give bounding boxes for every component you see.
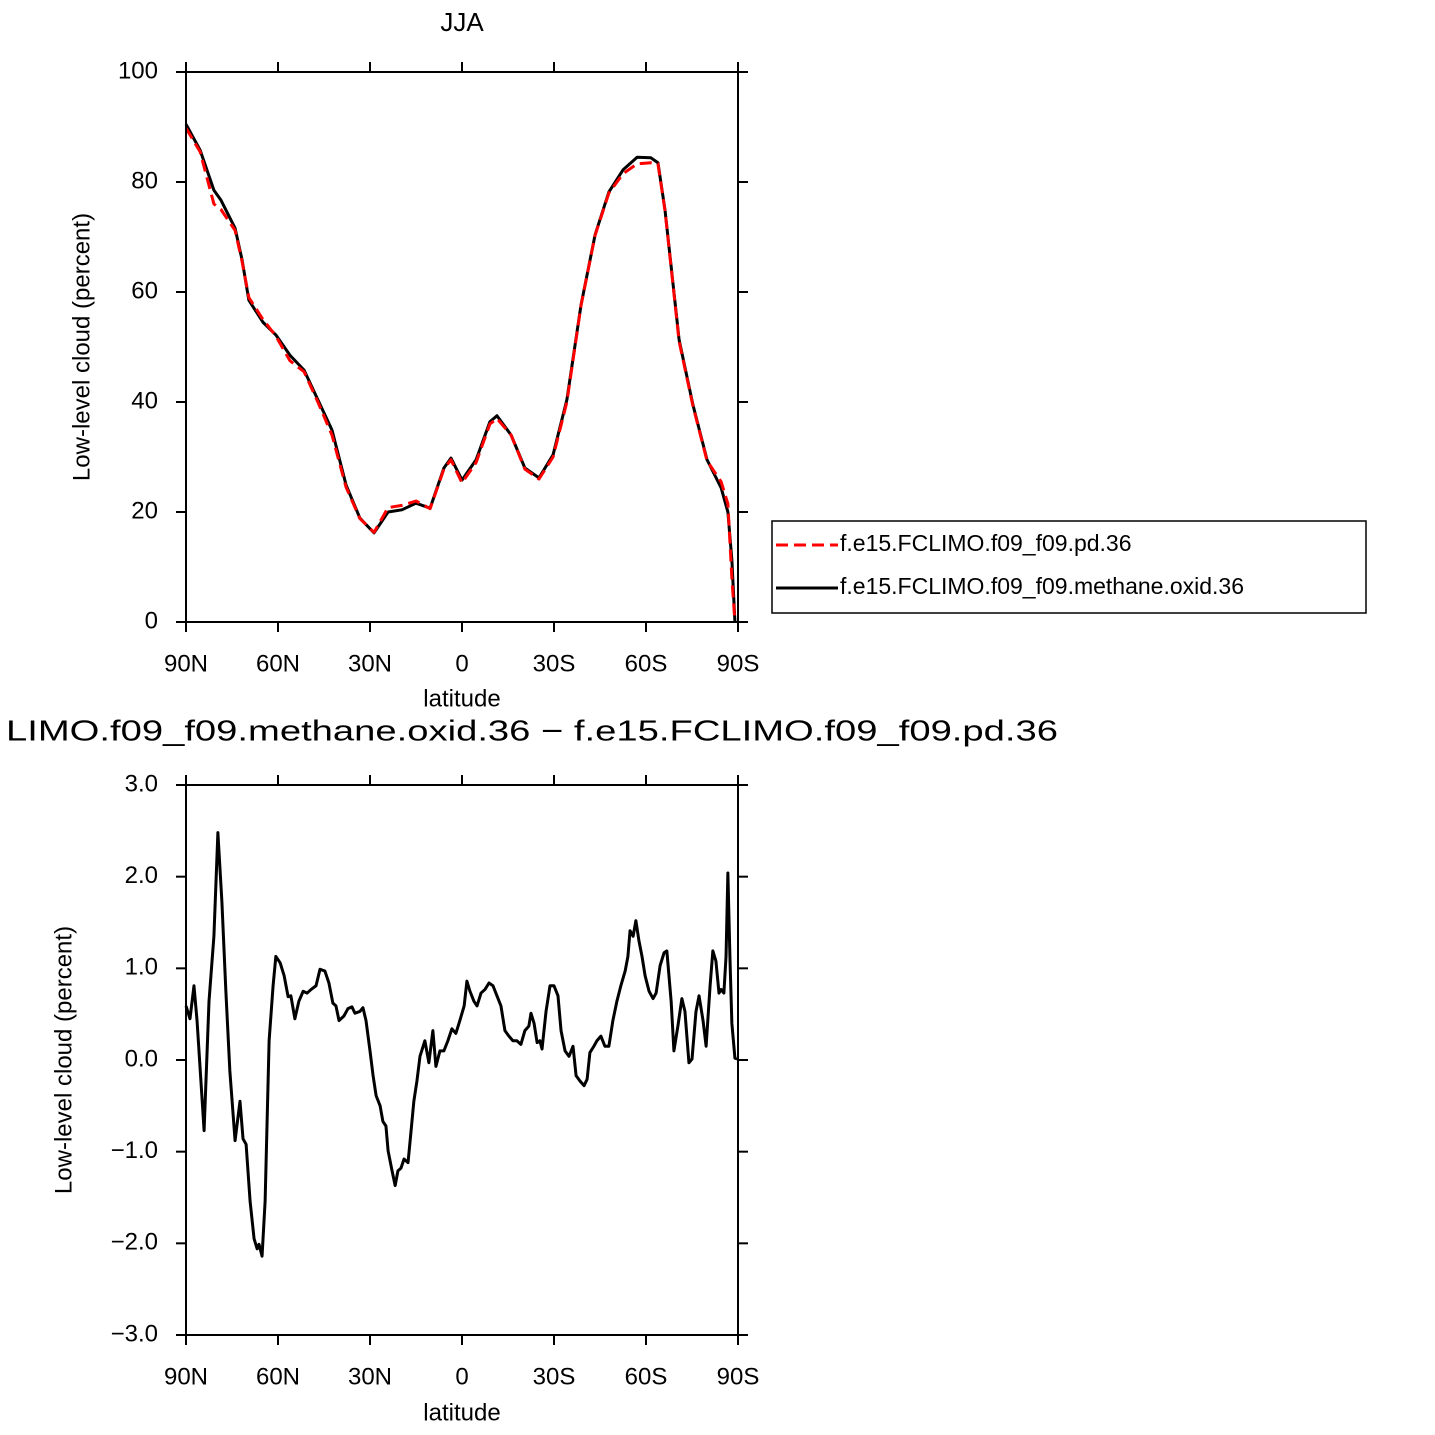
x-tick-label: 30S — [533, 650, 576, 677]
x-tick-label: 90S — [717, 1363, 760, 1390]
y-tick-label: −3.0 — [111, 1320, 158, 1347]
y-tick-label: −1.0 — [111, 1137, 158, 1164]
panel: LIMO.f09_f09.methane.oxid.36 − f.e15.FCL… — [6, 716, 1058, 1427]
legend-label: f.e15.FCLIMO.f09_f09.methane.oxid.36 — [840, 573, 1244, 599]
y-tick-label: 0 — [145, 607, 158, 634]
x-tick-label: 0 — [455, 1363, 468, 1390]
chart-title: LIMO.f09_f09.methane.oxid.36 − f.e15.FCL… — [6, 716, 1058, 748]
legend-box — [771, 520, 1367, 614]
y-axis-label: Low-level cloud (percent) — [68, 213, 95, 481]
plot-frame — [185, 784, 739, 1336]
y-tick-label: 60 — [131, 277, 158, 304]
x-tick-label: 60N — [256, 1363, 300, 1390]
x-tick-label: 90N — [164, 650, 208, 677]
plot-frame — [185, 71, 739, 623]
y-tick-label: −2.0 — [111, 1229, 158, 1256]
y-tick-label: 2.0 — [125, 862, 158, 889]
panel: JJA 0 20 40 60 80 100 90N 60N 30N 0 30S 60S 90S latitu… — [68, 7, 1367, 712]
y-tick-label: 100 — [118, 57, 158, 84]
data-line — [184, 123, 737, 623]
legend-label: f.e15.FCLIMO.f09_f09.pd.36 — [840, 530, 1132, 556]
x-axis-label: latitude — [423, 685, 500, 712]
x-tick-label: 90N — [164, 1363, 208, 1390]
x-tick-label: 90S — [717, 650, 760, 677]
x-tick-label: 60S — [625, 1363, 668, 1390]
x-tick-label: 30S — [533, 1363, 576, 1390]
y-tick-label: 0.0 — [125, 1045, 158, 1072]
y-axis-label: Low-level cloud (percent) — [50, 926, 77, 1194]
y-tick-label: 20 — [131, 497, 158, 524]
x-tick-label: 60S — [625, 650, 668, 677]
x-tick-label: 0 — [455, 650, 468, 677]
chart-title: JJA — [440, 7, 484, 37]
x-tick-label: 30N — [348, 1363, 392, 1390]
data-line — [184, 127, 737, 623]
y-tick-label: 80 — [131, 167, 158, 194]
y-tick-label: 1.0 — [125, 954, 158, 981]
y-tick-label: 40 — [131, 387, 158, 414]
y-tick-label: 3.0 — [125, 770, 158, 797]
legend: f.e15.FCLIMO.f09_f09.pd.36 f.e15.FCLIMO.f… — [771, 520, 1367, 614]
x-tick-label: 60N — [256, 650, 300, 677]
x-axis-label: latitude — [423, 1399, 500, 1426]
data-line — [184, 831, 739, 1258]
x-tick-label: 30N — [348, 650, 392, 677]
